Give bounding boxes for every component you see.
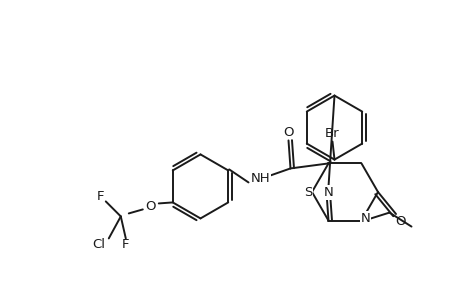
Text: NH: NH <box>250 172 270 185</box>
Text: O: O <box>283 126 293 139</box>
Text: O: O <box>395 215 405 229</box>
Text: N: N <box>323 186 333 199</box>
Text: O: O <box>145 200 156 213</box>
Text: F: F <box>122 238 129 251</box>
Text: F: F <box>97 190 104 203</box>
Text: Cl: Cl <box>92 238 105 251</box>
Text: Br: Br <box>325 127 339 140</box>
Text: S: S <box>303 185 312 199</box>
Text: N: N <box>360 212 369 225</box>
